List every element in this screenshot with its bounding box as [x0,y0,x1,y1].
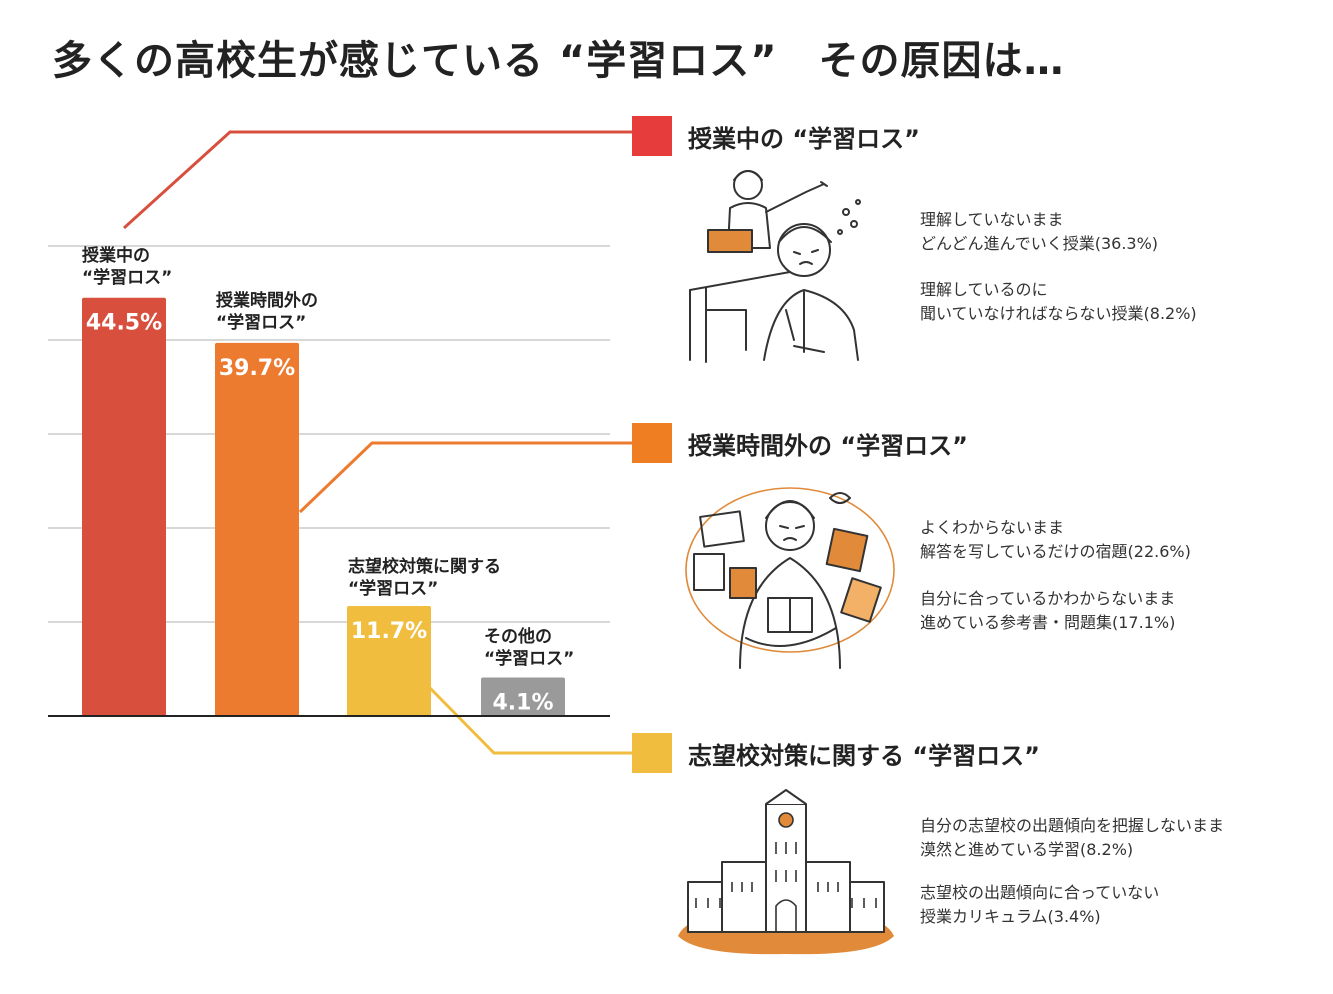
bar-label-3: 志望校対策に関する “学習ロス” [348,556,501,600]
bar-label-line: 志望校対策に関する [348,557,501,577]
reason-line: 解答を写しているだけの宿題(22.6%) [920,542,1191,561]
reason-line: 理解していないまま [920,210,1064,229]
bar-label-line: その他の [484,627,552,647]
university-building-illustration [678,789,894,955]
reason-line: 聞いていなければならない授業(8.2%) [920,304,1197,323]
reason-line: よくわからないまま [920,518,1065,537]
section-heading-text: 授業中の “学習ロス” [688,124,920,153]
reason-line: 志望校の出題傾向に合っていない [920,883,1160,902]
bar-label-line: 授業中の [82,246,150,266]
bar-value-label: 39.7% [219,356,295,381]
reason-line: どんどん進んでいく授業(36.3%) [920,234,1159,253]
page-title: 多くの高校生が感じている “学習ロス” その原因は… [52,38,1065,84]
reason-1-1: 理解していないまま どんどん進んでいく授業(36.3%) [920,208,1158,256]
reason-2-2: 自分に合っているかわからないまま 進めている参考書・問題集(17.1%) [920,587,1175,635]
connector-line [122,130,632,230]
section-color-square [632,423,672,463]
connector-line [298,441,632,514]
bar-label-line: 授業時間外の [216,291,318,311]
reason-3-2: 志望校の出題傾向に合っていない 授業カリキュラム(3.4%) [920,881,1159,929]
reason-line: 漠然と進めている学習(8.2%) [920,840,1134,859]
bar-value-label: 11.7% [351,619,427,644]
bar-value-label: 4.1% [492,690,553,715]
connector-line [428,686,632,755]
section-heading-outside-class: 授業時間外の “学習ロス” [632,423,968,463]
bar-label-2: 授業時間外の “学習ロス” [216,290,318,334]
bar [215,342,299,716]
bar-label-line: “学習ロス” [348,579,439,599]
bar-label-line: “学習ロス” [82,268,173,288]
reason-line: 自分に合っているかわからないまま [920,589,1176,608]
classroom-lecture-illustration [689,170,861,363]
section-heading-in-class: 授業中の “学習ロス” [632,116,920,156]
bar-label-line: “学習ロス” [216,313,307,333]
reason-2-1: よくわからないまま 解答を写しているだけの宿題(22.6%) [920,516,1191,564]
reason-line: 自分の志望校の出題傾向を把握しないまま [920,816,1225,835]
bar-label-4: その他の “学習ロス” [484,626,574,670]
section-color-square [632,116,672,156]
reason-line: 授業カリキュラム(3.4%) [920,907,1101,926]
bar-label-1: 授業中の “学習ロス” [82,245,172,289]
section-heading-text: 授業時間外の “学習ロス” [688,431,968,460]
reason-line: 理解しているのに [920,280,1048,299]
bar [481,677,565,716]
reason-line: 進めている参考書・問題集(17.1%) [920,613,1176,632]
reason-3-1: 自分の志望校の出題傾向を把握しないまま 漠然と進めている学習(8.2%) [920,814,1224,862]
bar [347,606,431,716]
bar-value-label: 44.5% [86,311,162,336]
section-heading-target-school: 志望校対策に関する “学習ロス” [632,733,1040,773]
bar-label-line: “学習ロス” [484,649,575,669]
section-heading-text: 志望校対策に関する “学習ロス” [688,741,1040,770]
bar [82,297,166,716]
section-color-square [632,733,672,773]
reason-1-2: 理解しているのに 聞いていなければならない授業(8.2%) [920,278,1197,326]
confused-student-illustration [685,487,895,669]
